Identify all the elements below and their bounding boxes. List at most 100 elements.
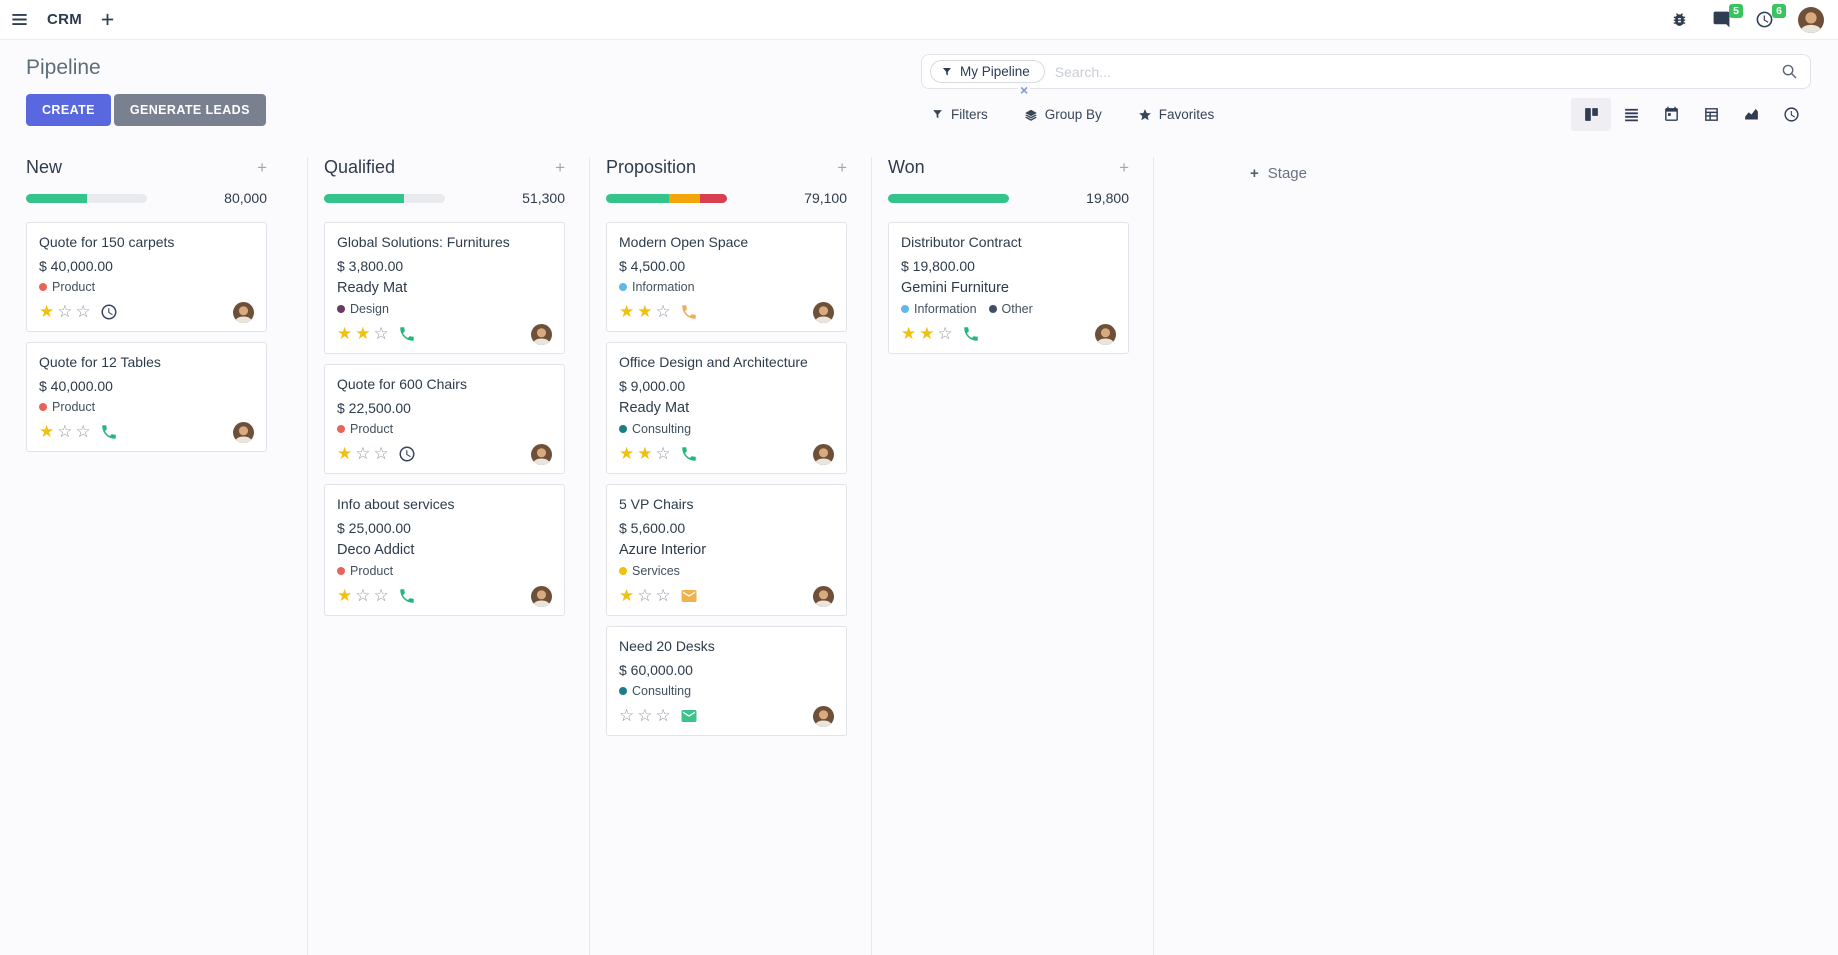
quick-add-icon[interactable]: + (1119, 158, 1129, 177)
column-title[interactable]: Won (888, 157, 925, 177)
search-facet-my-pipeline[interactable]: My Pipeline (930, 60, 1045, 83)
card-title[interactable]: Distributor Contract (901, 234, 1022, 250)
card-title[interactable]: Quote for 150 carpets (39, 234, 175, 250)
phone-icon[interactable] (680, 303, 698, 321)
menu-toggle-icon[interactable] (10, 10, 29, 29)
star-filled-icon[interactable]: ★ (337, 324, 353, 344)
kanban-view-icon[interactable] (1571, 98, 1611, 131)
debug-bug-icon[interactable] (1671, 11, 1688, 28)
star-filled-icon[interactable]: ★ (919, 324, 935, 344)
filters-menu[interactable]: Filters (931, 107, 988, 122)
star-filled-icon[interactable]: ★ (619, 444, 635, 464)
salesperson-avatar[interactable] (813, 706, 834, 727)
card-title[interactable]: Modern Open Space (619, 234, 749, 250)
kanban-card[interactable]: Quote for 600 Chairs $ 22,500.00 Product… (324, 364, 565, 474)
progress-segment[interactable] (606, 193, 669, 203)
add-stage-button[interactable]: + Stage (1250, 165, 1307, 182)
star-filled-icon[interactable]: ★ (355, 324, 371, 344)
star-filled-icon[interactable]: ★ (337, 586, 353, 606)
calendar-view-icon[interactable] (1651, 98, 1691, 131)
star-empty-icon[interactable]: ☆ (373, 324, 389, 344)
search-bar[interactable]: My Pipeline × (921, 54, 1811, 97)
salesperson-avatar[interactable] (531, 324, 552, 345)
card-title[interactable]: Info about services (337, 496, 455, 512)
salesperson-avatar[interactable] (813, 302, 834, 323)
star-empty-icon[interactable]: ☆ (57, 302, 73, 322)
star-empty-icon[interactable]: ☆ (355, 444, 371, 464)
star-filled-icon[interactable]: ★ (619, 586, 635, 606)
column-progressbar[interactable] (606, 193, 727, 203)
star-empty-icon[interactable]: ☆ (655, 444, 671, 464)
column-progressbar[interactable] (888, 193, 1009, 203)
envelope-icon[interactable] (680, 587, 698, 605)
salesperson-avatar[interactable] (233, 302, 254, 323)
star-empty-icon[interactable]: ☆ (655, 706, 671, 726)
card-title[interactable]: 5 VP Chairs (619, 496, 694, 512)
card-title[interactable]: Quote for 12 Tables (39, 354, 161, 370)
star-empty-icon[interactable]: ☆ (637, 586, 653, 606)
progress-segment[interactable] (700, 193, 727, 203)
salesperson-avatar[interactable] (813, 444, 834, 465)
star-filled-icon[interactable]: ★ (901, 324, 917, 344)
kanban-card[interactable]: Office Design and Architecture $ 9,000.0… (606, 342, 847, 474)
phone-icon[interactable] (398, 587, 416, 605)
salesperson-avatar[interactable] (531, 444, 552, 465)
star-empty-icon[interactable]: ☆ (75, 422, 91, 442)
phone-icon[interactable] (680, 445, 698, 463)
star-filled-icon[interactable]: ★ (619, 302, 635, 322)
add-tab-icon[interactable] (100, 12, 115, 27)
star-empty-icon[interactable]: ☆ (619, 706, 635, 726)
kanban-card[interactable]: Modern Open Space $ 4,500.00 Information… (606, 222, 847, 332)
kanban-card[interactable]: Quote for 150 carpets $ 40,000.00 Produc… (26, 222, 267, 332)
phone-icon[interactable] (100, 423, 118, 441)
salesperson-avatar[interactable] (813, 586, 834, 607)
star-empty-icon[interactable]: ☆ (373, 586, 389, 606)
clock-icon[interactable] (398, 445, 416, 463)
list-view-icon[interactable] (1611, 98, 1651, 131)
column-progressbar[interactable] (26, 193, 147, 203)
quick-add-icon[interactable]: + (837, 158, 847, 177)
graph-view-icon[interactable] (1731, 98, 1771, 131)
kanban-card[interactable]: Quote for 12 Tables $ 40,000.00 Product … (26, 342, 267, 452)
star-empty-icon[interactable]: ☆ (57, 422, 73, 442)
star-filled-icon[interactable]: ★ (337, 444, 353, 464)
kanban-card[interactable]: 5 VP Chairs $ 5,600.00 Azure Interior Se… (606, 484, 847, 616)
kanban-card[interactable]: Info about services $ 25,000.00 Deco Add… (324, 484, 565, 616)
kanban-card[interactable]: Global Solutions: Furnitures $ 3,800.00 … (324, 222, 565, 354)
star-filled-icon[interactable]: ★ (637, 302, 653, 322)
star-empty-icon[interactable]: ☆ (655, 302, 671, 322)
activities-clock-icon[interactable] (1755, 10, 1774, 29)
app-name[interactable]: CRM (47, 11, 83, 28)
phone-icon[interactable] (398, 325, 416, 343)
clock-icon[interactable] (100, 303, 118, 321)
quick-add-icon[interactable]: + (555, 158, 565, 177)
star-empty-icon[interactable]: ☆ (355, 586, 371, 606)
column-progressbar[interactable] (324, 193, 445, 203)
star-filled-icon[interactable]: ★ (637, 444, 653, 464)
card-title[interactable]: Global Solutions: Furnitures (337, 234, 510, 250)
progress-segment[interactable] (888, 193, 1009, 203)
kanban-card[interactable]: Distributor Contract $ 19,800.00 Gemini … (888, 222, 1129, 354)
salesperson-avatar[interactable] (233, 422, 254, 443)
messages-icon[interactable] (1712, 10, 1731, 29)
group-by-menu[interactable]: Group By (1024, 107, 1102, 122)
salesperson-avatar[interactable] (1095, 324, 1116, 345)
salesperson-avatar[interactable] (531, 586, 552, 607)
quick-add-icon[interactable]: + (257, 158, 267, 177)
star-empty-icon[interactable]: ☆ (637, 706, 653, 726)
column-title[interactable]: New (26, 157, 63, 177)
star-empty-icon[interactable]: ☆ (655, 586, 671, 606)
card-title[interactable]: Need 20 Desks (619, 638, 715, 654)
user-avatar[interactable] (1798, 7, 1824, 33)
star-filled-icon[interactable]: ★ (39, 422, 55, 442)
search-input[interactable] (1054, 63, 1781, 80)
progress-segment[interactable] (324, 193, 404, 203)
progress-segment[interactable] (668, 193, 701, 203)
envelope-icon[interactable] (680, 707, 698, 725)
progress-segment[interactable] (26, 193, 87, 203)
pivot-view-icon[interactable] (1691, 98, 1731, 131)
star-empty-icon[interactable]: ☆ (937, 324, 953, 344)
create-button[interactable]: CREATE (26, 94, 111, 126)
column-title[interactable]: Qualified (324, 157, 396, 177)
generate-leads-button[interactable]: GENERATE LEADS (113, 94, 266, 126)
